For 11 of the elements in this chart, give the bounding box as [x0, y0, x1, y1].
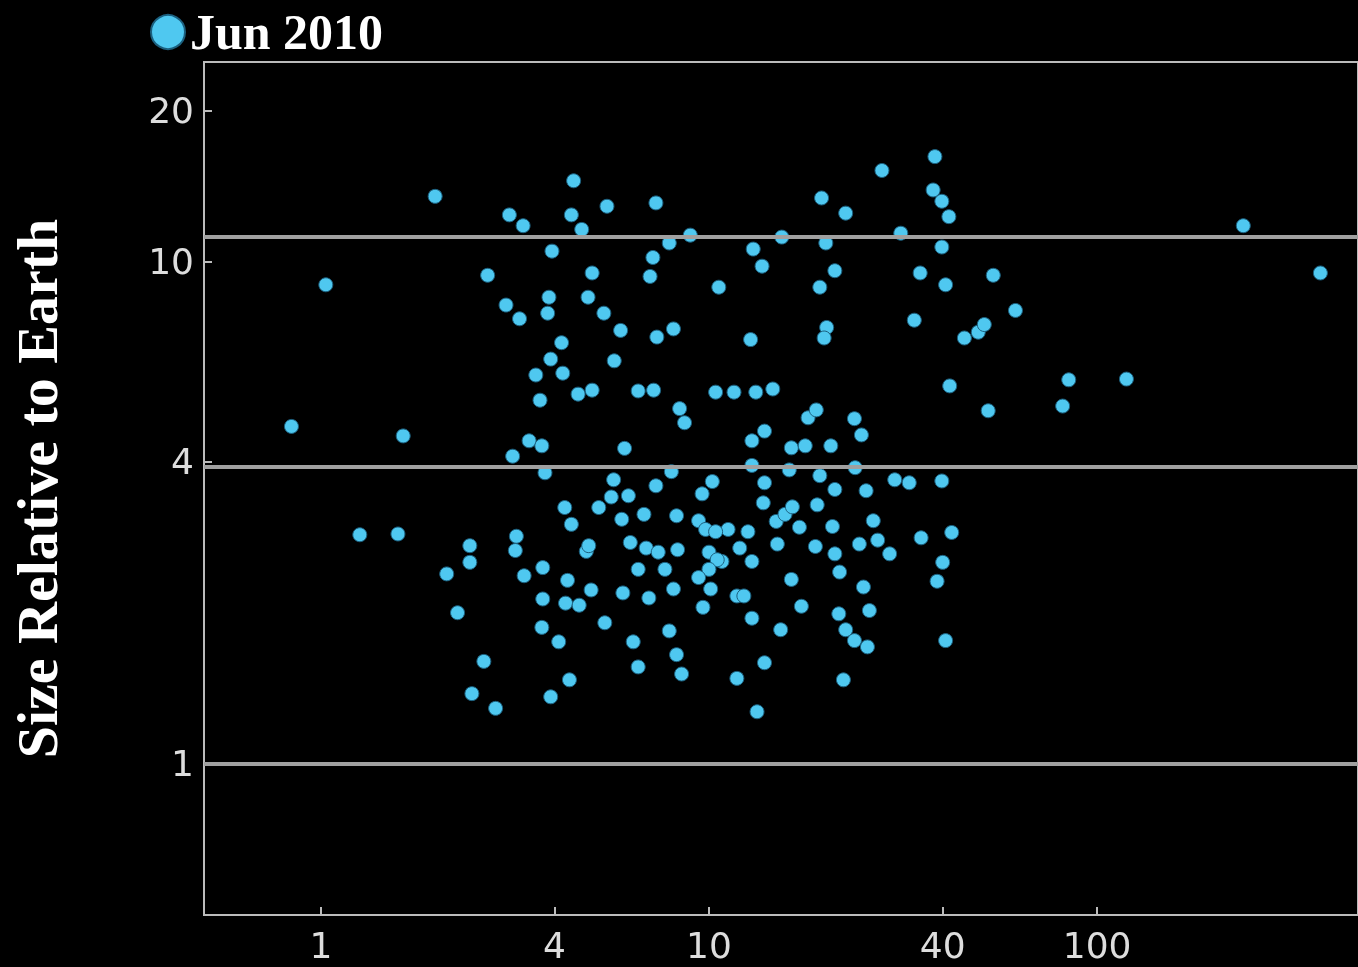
x-tick-label: 40	[919, 924, 966, 966]
x-tick-label: 100	[1062, 924, 1132, 966]
y-axis-title: Size Relative to Earth	[4, 218, 70, 759]
legend-label: Jun 2010	[190, 4, 384, 60]
x-tick-label: 10	[686, 924, 732, 966]
y-tick-label: 10	[148, 241, 194, 283]
y-tick-label: 4	[171, 441, 194, 483]
x-tick-label: 4	[543, 924, 566, 966]
y-tick-label: 20	[148, 90, 194, 132]
y-tick-label: 1	[171, 743, 194, 785]
x-tick-label: 1	[309, 924, 333, 966]
